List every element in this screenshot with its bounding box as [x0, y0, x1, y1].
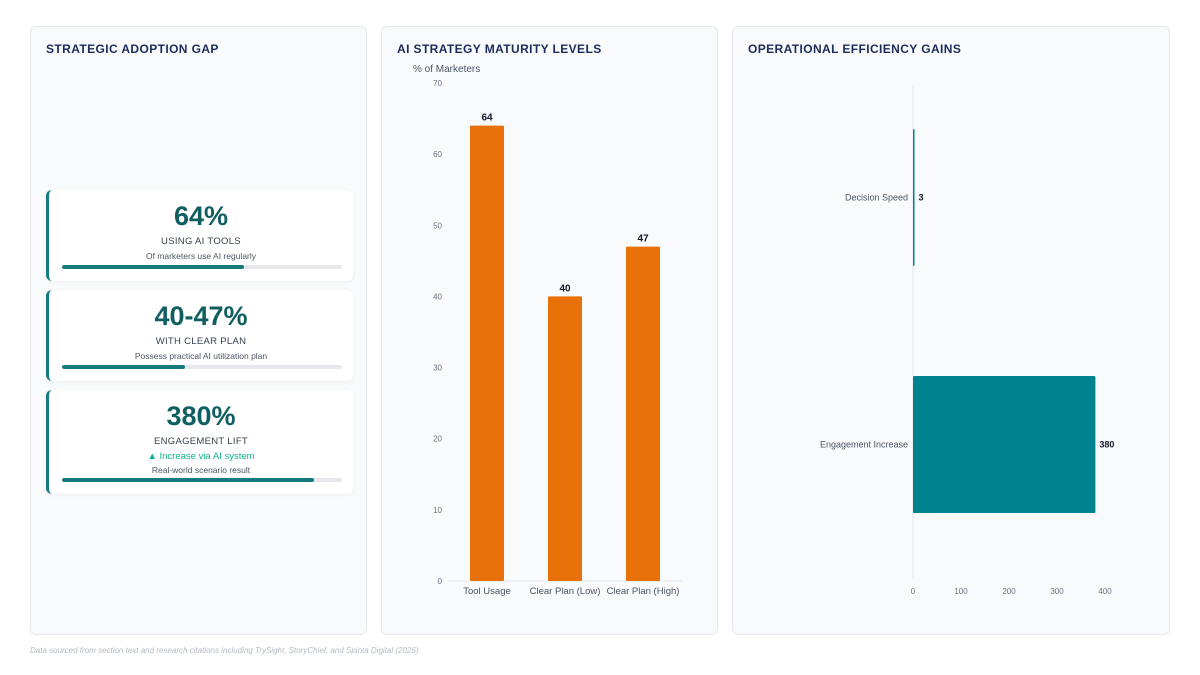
bar-data-label: 64	[481, 113, 493, 124]
maturity-panel: AI STRATEGY MATURITY LEVELS % of Markete…	[381, 26, 718, 635]
adoption-gap-panel: STRATEGIC ADOPTION GAP 64% USING AI TOOL…	[30, 26, 367, 635]
bar-data-label: 380	[1099, 440, 1114, 450]
bar	[470, 125, 504, 581]
stat-card-engagement-lift: 380% ENGAGEMENT LIFT ▲ Increase via AI s…	[46, 390, 353, 494]
progress-track	[62, 265, 342, 269]
stat-label: WITH CLEAR PLAN	[155, 336, 247, 347]
adoption-gap-title: STRATEGIC ADOPTION GAP	[46, 42, 219, 56]
y-tick-label: 10	[433, 506, 442, 515]
trend-indicator: ▲ Increase via AI system	[147, 451, 255, 462]
y-tick-label: 60	[433, 150, 442, 159]
maturity-bar-chart: % of Marketers 0 10 20 30 40 50 60 70 64 Tool Usag…	[413, 64, 682, 597]
efficiency-panel: OPERATIONAL EFFICIENCY GAINS 0 100 200 300 4…	[732, 26, 1170, 635]
y-tick-label: 40	[433, 292, 442, 301]
progress-track	[62, 365, 342, 369]
progress-fill	[62, 478, 314, 482]
y-tick-label: 0	[438, 577, 443, 586]
x-tick-label: Tool Usage	[463, 586, 511, 597]
stat-card-clear-plan: 40-47% WITH CLEAR PLAN Possess practical…	[46, 290, 353, 381]
y-tick-label: Decision Speed	[845, 193, 908, 203]
x-tick-label: Clear Plan (Low)	[530, 586, 601, 597]
x-tick-label: 0	[911, 587, 916, 596]
x-tick-label: Clear Plan (High)	[607, 586, 680, 597]
bar	[548, 296, 582, 581]
stat-value: 40-47%	[154, 301, 248, 331]
bar-data-label: 40	[559, 283, 571, 294]
x-tick-label: 400	[1098, 587, 1112, 596]
stat-subtext: Of marketers use AI regularly	[145, 251, 257, 261]
y-tick-label: 70	[433, 79, 442, 88]
stat-card-tool-usage: 64% USING AI TOOLS Of marketers use AI r…	[46, 190, 353, 281]
stat-subtext: Possess practical AI utilization plan	[134, 351, 268, 361]
progress-track	[62, 478, 342, 482]
stat-value: 380%	[166, 401, 236, 431]
bar-data-label: 3	[919, 193, 924, 203]
bar	[913, 129, 915, 266]
x-tick-label: 100	[954, 587, 968, 596]
bar	[626, 246, 660, 581]
efficiency-title: OPERATIONAL EFFICIENCY GAINS	[748, 42, 962, 56]
stat-subtext: Real-world scenario result	[151, 465, 251, 475]
y-tick-label: Engagement Increase	[820, 440, 908, 450]
y-tick-label: 20	[433, 435, 442, 444]
stat-label: USING AI TOOLS	[161, 236, 241, 247]
y-axis-label: % of Marketers	[413, 64, 480, 75]
efficiency-bar-chart: 0 100 200 300 400 Decision Speed 3 Engagement I…	[820, 85, 1114, 596]
progress-fill	[62, 365, 186, 369]
x-tick-label: 200	[1002, 587, 1016, 596]
y-tick-label: 50	[433, 221, 442, 230]
progress-fill	[62, 265, 244, 269]
x-tick-label: 300	[1050, 587, 1064, 596]
footer-source-note: Data sourced from section text and resea…	[30, 646, 421, 655]
stat-value: 64%	[173, 201, 229, 231]
bar-data-label: 47	[637, 234, 649, 245]
stat-label: ENGAGEMENT LIFT	[153, 436, 249, 447]
maturity-title: AI STRATEGY MATURITY LEVELS	[397, 42, 602, 56]
bar	[913, 376, 1096, 513]
y-tick-label: 30	[433, 364, 442, 373]
